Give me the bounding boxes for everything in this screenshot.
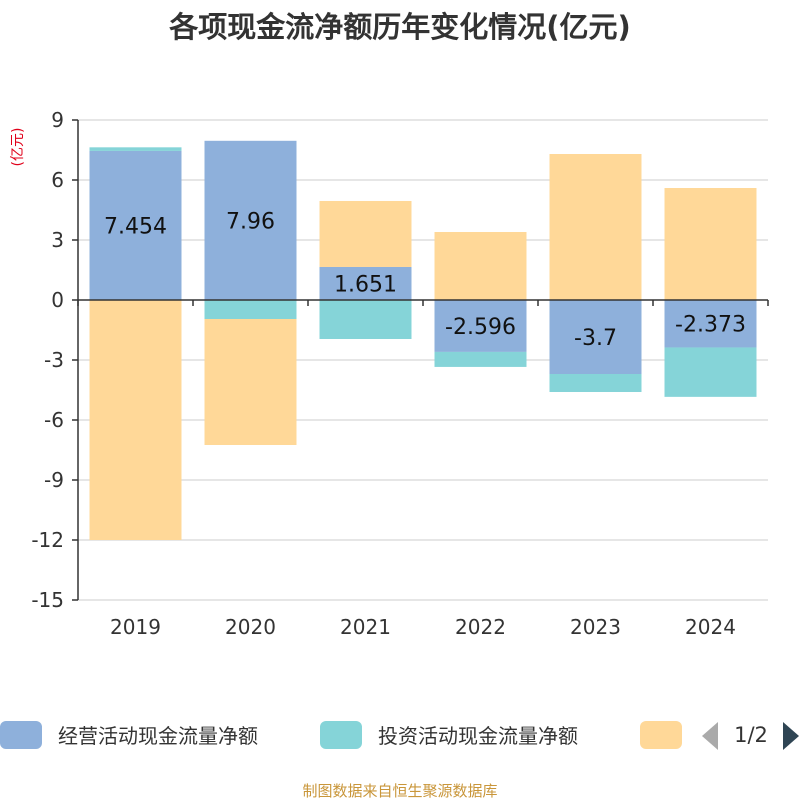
bar-series2-2021 (319, 300, 412, 339)
x-tick-label: 2023 (570, 615, 621, 639)
chart-title: 各项现金流净额历年变化情况(亿元) (168, 10, 631, 44)
bar-series2-2024 (664, 347, 757, 397)
bar-series1-2021 (319, 266, 412, 300)
legend-swatch[interactable] (320, 721, 362, 749)
y-tick-label: -9 (44, 468, 64, 492)
bar-series1-2022 (434, 300, 527, 352)
x-tick-label: 2022 (455, 615, 506, 639)
legend: 经营活动现金流量净额 投资活动现金流量净额 1/2 (0, 721, 799, 750)
triangle-left-icon[interactable] (702, 722, 718, 750)
y-tick-label: -15 (31, 588, 64, 612)
bar-series3-2019 (89, 300, 182, 540)
legend-page-indicator: 1/2 (734, 723, 768, 747)
data-label: -2.373 (675, 313, 746, 338)
bar-series3-2021 (319, 200, 412, 267)
y-tick-label: 9 (51, 108, 64, 132)
bar-series3-2020 (204, 319, 297, 445)
y-tick-label: -3 (44, 348, 64, 372)
bar-series3-2022 (434, 232, 527, 300)
y-tick-label: -6 (44, 408, 64, 432)
bar-series1-2020 (204, 140, 297, 300)
triangle-right-icon[interactable] (783, 722, 799, 750)
bar-series3-2023 (549, 154, 642, 300)
x-tick-label: 2021 (340, 615, 391, 639)
bar-series1-2024 (664, 300, 757, 348)
axes: 9 6 3 0 -3 -6 -9 -12 -15 2019 2020 2021 2022 2023 2024 (31, 108, 769, 639)
y-tick-label: -12 (31, 528, 64, 552)
legend-label[interactable]: 经营活动现金流量净额 (58, 724, 258, 748)
y-tick-label: 3 (51, 228, 64, 252)
data-label: 7.96 (226, 209, 275, 234)
bar-series (89, 140, 757, 540)
bar-series2-2023 (549, 374, 642, 392)
data-source-note: 制图数据来自恒生聚源数据库 (302, 782, 497, 800)
y-tick-label: 6 (51, 168, 64, 192)
legend-swatch[interactable] (640, 721, 682, 749)
bar-series1-2019 (89, 150, 182, 300)
y-axis-unit: (亿元) (10, 128, 26, 167)
legend-label[interactable]: 投资活动现金流量净额 (378, 724, 578, 748)
x-tick-label: 2020 (225, 615, 276, 639)
x-tick-label: 2024 (685, 615, 736, 639)
x-tick-label: 2019 (110, 615, 161, 639)
bar-series2-2019 (89, 147, 182, 151)
data-label: -2.596 (445, 315, 516, 340)
y-tick-label: 0 (51, 288, 64, 312)
bar-series2-2020 (204, 300, 297, 319)
legend-swatch[interactable] (0, 721, 42, 749)
bar-series3-2024 (664, 188, 757, 300)
bar-series1-2023 (549, 300, 642, 374)
data-label: 7.454 (104, 214, 167, 239)
bar-series2-2022 (434, 351, 527, 367)
data-label: 1.651 (334, 272, 397, 297)
data-labels: 7.454 7.96 1.651 -2.596 -3.7 -2.373 (104, 209, 746, 351)
data-label: -3.7 (574, 326, 617, 351)
